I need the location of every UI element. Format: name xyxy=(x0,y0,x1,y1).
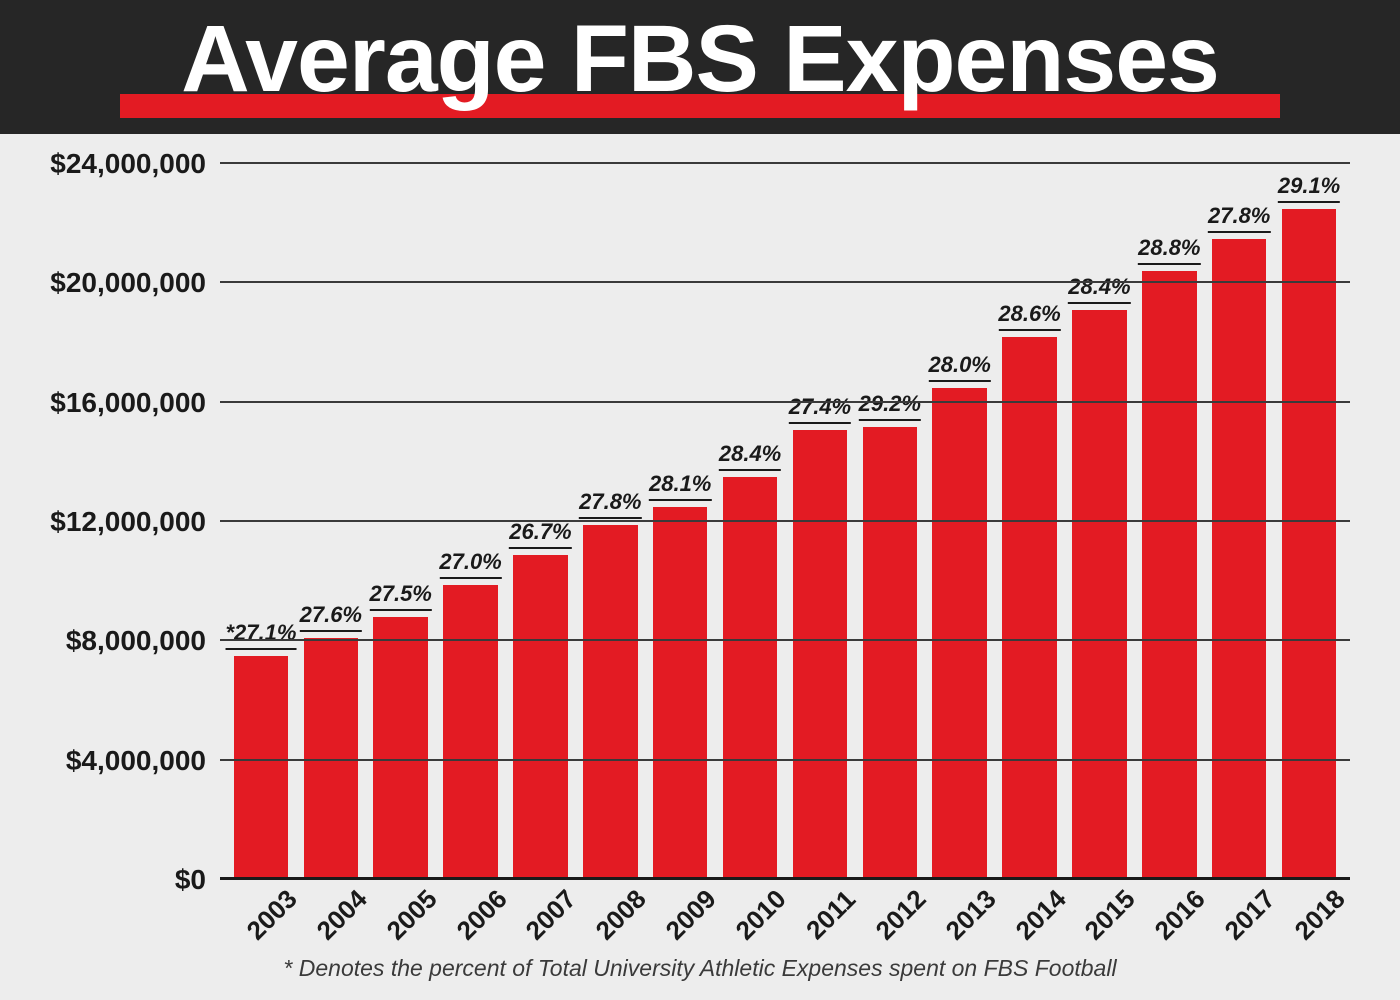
chart-title: Average FBS Expenses xyxy=(0,10,1400,110)
bar-slot: 27.4%2011 xyxy=(789,164,851,880)
x-axis-label: 2018 xyxy=(1289,884,1352,947)
bar-percent-label: 28.4% xyxy=(1068,274,1130,304)
bar-slot: 28.4%2010 xyxy=(719,164,781,880)
y-axis-label: $24,000,000 xyxy=(50,148,206,180)
x-axis-label: 2016 xyxy=(1149,884,1212,947)
bar: 29.1% xyxy=(1282,209,1336,880)
bar-slot: 28.6%2014 xyxy=(999,164,1061,880)
gridline: $4,000,000 xyxy=(220,759,1350,761)
chart-footnote: * Denotes the percent of Total Universit… xyxy=(0,955,1400,982)
bar-slot: 26.7%2007 xyxy=(510,164,572,880)
x-axis-label: 2006 xyxy=(450,884,513,947)
y-axis-label: $12,000,000 xyxy=(50,506,206,538)
bar-percent-label: 27.6% xyxy=(300,602,362,632)
bar-percent-label: 28.1% xyxy=(649,471,711,501)
bar-percent-label: 28.8% xyxy=(1138,235,1200,265)
bar-percent-label: 26.7% xyxy=(509,519,571,549)
bar-slot: *27.1%2003 xyxy=(230,164,292,880)
bar-slot: 27.5%2005 xyxy=(370,164,432,880)
x-axis-label: 2011 xyxy=(800,884,862,946)
bar: 28.6% xyxy=(1002,337,1056,880)
gridline: $0 xyxy=(220,877,1350,880)
bar: 27.8% xyxy=(583,525,637,880)
bar-percent-label: 29.1% xyxy=(1278,173,1340,203)
gridline: $12,000,000 xyxy=(220,520,1350,522)
bar: 27.4% xyxy=(793,430,847,880)
gridline: $8,000,000 xyxy=(220,639,1350,641)
bar-slot: 27.8%2017 xyxy=(1208,164,1270,880)
y-axis-label: $4,000,000 xyxy=(66,745,206,777)
bar: 28.1% xyxy=(653,507,707,880)
gridline: $24,000,000 xyxy=(220,162,1350,164)
bar: *27.1% xyxy=(234,656,288,880)
bar: 27.8% xyxy=(1212,239,1266,880)
bar-slot: 29.1%2018 xyxy=(1278,164,1340,880)
x-axis-label: 2009 xyxy=(660,884,723,947)
chart-area: *27.1%200327.6%200427.5%200527.0%200626.… xyxy=(0,134,1400,1000)
plot-region: *27.1%200327.6%200427.5%200527.0%200626.… xyxy=(220,164,1350,880)
x-axis-label: 2012 xyxy=(869,884,932,947)
bar-slot: 28.4%2015 xyxy=(1069,164,1131,880)
x-axis-label: 2008 xyxy=(590,884,653,947)
bar: 26.7% xyxy=(513,555,567,880)
y-axis-label: $20,000,000 xyxy=(50,267,206,299)
bar-slot: 27.0%2006 xyxy=(440,164,502,880)
bar: 28.4% xyxy=(723,477,777,880)
x-axis-label: 2003 xyxy=(240,884,303,947)
bar-percent-label: 28.6% xyxy=(998,301,1060,331)
bar-percent-label: 27.0% xyxy=(439,549,501,579)
y-axis-label: $0 xyxy=(175,864,206,896)
bar: 28.4% xyxy=(1072,310,1126,880)
chart-header: Average FBS Expenses xyxy=(0,0,1400,134)
bar-slot: 28.8%2016 xyxy=(1138,164,1200,880)
bar-slot: 27.6%2004 xyxy=(300,164,362,880)
x-axis-label: 2017 xyxy=(1219,884,1282,947)
x-axis-label: 2007 xyxy=(520,884,583,947)
bar-slot: 28.0%2013 xyxy=(929,164,991,880)
bar-percent-label: 27.8% xyxy=(579,489,641,519)
x-axis-label: 2014 xyxy=(1009,884,1072,947)
x-axis-label: 2010 xyxy=(730,884,793,947)
x-axis-label: 2005 xyxy=(380,884,443,947)
bar-percent-label: 27.4% xyxy=(789,394,851,424)
gridline: $16,000,000 xyxy=(220,401,1350,403)
bar: 28.8% xyxy=(1142,271,1196,880)
bar-percent-label: 28.4% xyxy=(719,441,781,471)
gridline: $20,000,000 xyxy=(220,281,1350,283)
bar-percent-label: 27.5% xyxy=(369,581,431,611)
bar: 28.0% xyxy=(932,388,986,880)
x-axis-label: 2004 xyxy=(310,884,373,947)
bar: 27.5% xyxy=(373,617,427,880)
bar-percent-label: 29.2% xyxy=(859,391,921,421)
bar-percent-label: 28.0% xyxy=(928,352,990,382)
y-axis-label: $8,000,000 xyxy=(66,625,206,657)
bar-slot: 29.2%2012 xyxy=(859,164,921,880)
bar-percent-label: *27.1% xyxy=(225,620,296,650)
bar-percent-label: 27.8% xyxy=(1208,203,1270,233)
bar: 29.2% xyxy=(863,427,917,880)
x-axis-label: 2013 xyxy=(939,884,1002,947)
y-axis-label: $16,000,000 xyxy=(50,387,206,419)
bar: 27.0% xyxy=(443,585,497,880)
x-axis-label: 2015 xyxy=(1079,884,1142,947)
bar-slot: 28.1%2009 xyxy=(649,164,711,880)
bars-container: *27.1%200327.6%200427.5%200527.0%200626.… xyxy=(220,164,1350,880)
bar-slot: 27.8%2008 xyxy=(579,164,641,880)
